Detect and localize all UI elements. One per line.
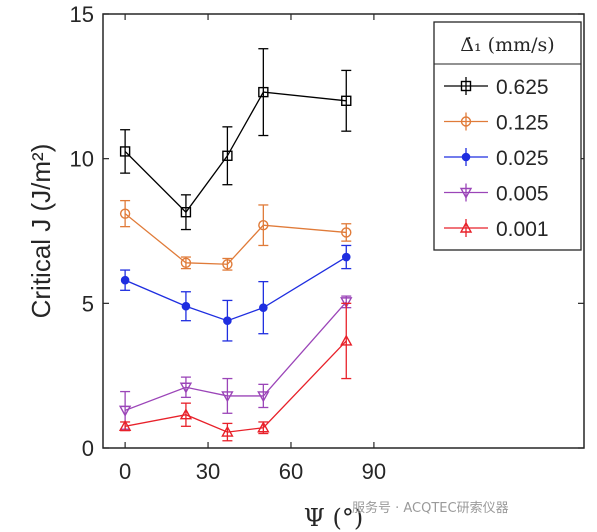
axes: 0 30 60 90 0 5 10 15 Critical J (J/m²) Ψ (°) <box>26 2 585 532</box>
data-point <box>341 95 352 107</box>
data-point <box>119 146 131 157</box>
legend-marker <box>460 116 472 127</box>
data-point <box>119 208 131 219</box>
data-point <box>179 382 193 394</box>
x-tick-label: 90 <box>362 459 386 484</box>
y-tick-label: 15 <box>70 2 94 27</box>
legend-label: 0.125 <box>496 112 549 135</box>
series-line <box>124 213 347 265</box>
legend-entry-0.125: 0.125 <box>444 112 549 135</box>
data-point <box>341 252 351 262</box>
data-point <box>120 275 130 285</box>
data-point <box>181 301 191 311</box>
data-point <box>179 408 193 420</box>
data-point <box>340 297 353 309</box>
data-point <box>180 257 192 269</box>
data-point <box>257 421 270 433</box>
watermark-text: 服务号 · ACQTEC研索仪器 <box>352 501 509 516</box>
series-0.001 <box>118 302 353 442</box>
data-point <box>180 206 192 218</box>
data-point <box>222 259 233 270</box>
legend-label: 0.005 <box>496 183 549 206</box>
watermark: 服务号 · ACQTEC研索仪器 <box>352 497 509 516</box>
series-0.005 <box>118 295 353 430</box>
y-tick-label: 5 <box>82 291 94 316</box>
legend-marker <box>459 221 473 233</box>
y-axis-label: Critical J (J/m²) <box>26 144 56 319</box>
series-line <box>124 256 347 322</box>
data-point <box>341 227 352 238</box>
x-tick-label: 60 <box>279 459 303 484</box>
x-axis-label: Ψ (°) <box>304 504 363 532</box>
data-point <box>258 220 269 231</box>
legend-marker <box>460 80 472 92</box>
data-point <box>340 334 353 346</box>
legend-title: Δ̇₁ (mm/s) <box>460 34 554 56</box>
legend-entry-0.001: 0.001 <box>444 218 549 241</box>
data-point <box>118 405 132 417</box>
series-0.625 <box>119 48 352 231</box>
y-tick-label: 10 <box>70 147 94 172</box>
legend-marker <box>461 152 471 162</box>
plot-frame <box>102 13 585 449</box>
data-point <box>118 419 132 431</box>
series-0.025 <box>120 244 352 342</box>
legend-entry-0.625: 0.625 <box>444 76 549 99</box>
data-point <box>259 303 268 312</box>
legend-entry-0.005: 0.005 <box>444 183 549 206</box>
legend-entry-0.025: 0.025 <box>444 147 549 170</box>
series-layer <box>118 48 353 442</box>
data-point <box>222 150 233 161</box>
series-line <box>124 340 347 433</box>
legend-label: 0.625 <box>496 76 549 99</box>
data-point <box>223 316 232 325</box>
series-line <box>124 91 347 214</box>
data-point <box>221 391 234 403</box>
legend-marker <box>459 187 473 199</box>
legend-box <box>433 21 582 251</box>
legend-label: 0.025 <box>496 147 549 170</box>
legend: Δ̇₁ (mm/s) 0.625 0.125 0.025 0.005 0.001 <box>433 21 582 251</box>
series-0.125 <box>119 199 352 271</box>
data-point <box>257 391 270 403</box>
x-tick-label: 0 <box>119 459 131 484</box>
x-tick-label: 30 <box>196 459 220 484</box>
legend-label: 0.001 <box>496 218 549 241</box>
data-point <box>258 86 269 98</box>
y-tick-label: 0 <box>82 436 94 461</box>
data-point <box>221 425 234 437</box>
